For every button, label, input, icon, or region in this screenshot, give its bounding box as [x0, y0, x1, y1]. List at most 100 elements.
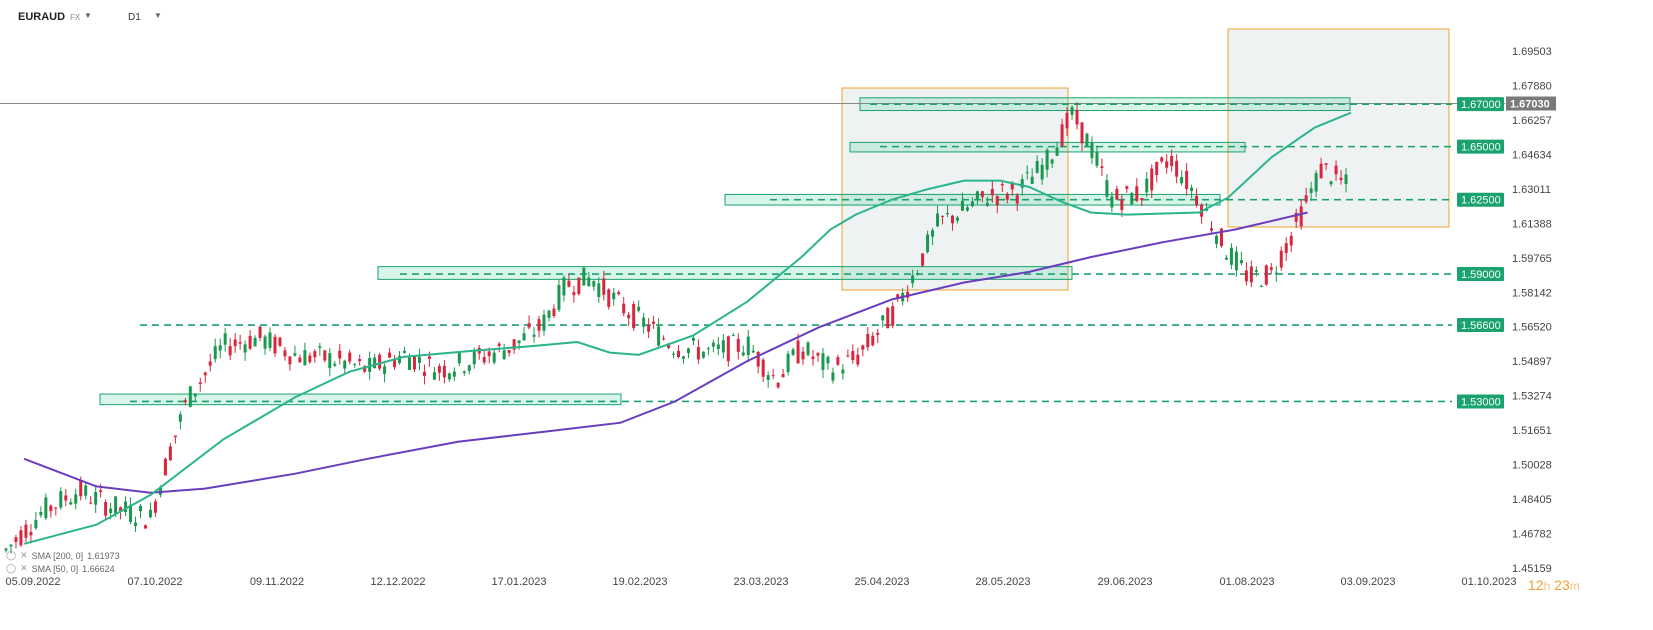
candle-body: [1050, 159, 1054, 164]
candle-body: [711, 342, 715, 347]
candle-body: [497, 343, 501, 346]
candle-body: [647, 324, 651, 332]
eye-icon[interactable]: ◯: [6, 550, 17, 560]
candle-body: [781, 374, 785, 378]
close-icon[interactable]: ✕: [20, 550, 28, 560]
candle-body: [1115, 188, 1119, 200]
candle-body: [776, 382, 780, 388]
candle-body: [1190, 187, 1194, 192]
x-tick-label: 25.04.2023: [854, 576, 909, 588]
candle-body: [881, 315, 885, 321]
candle-body: [437, 366, 441, 373]
candle-body: [965, 207, 969, 211]
chevron-down-icon[interactable]: ▼: [154, 11, 162, 20]
candle-body: [84, 485, 88, 496]
chevron-down-icon[interactable]: ▼: [84, 11, 92, 20]
candle-body: [990, 189, 994, 196]
candle-body: [1234, 251, 1238, 271]
candle-body: [642, 317, 646, 327]
candle-body: [173, 435, 177, 438]
candle-body: [1165, 161, 1169, 168]
candle-body: [462, 371, 466, 374]
candle-body: [1195, 195, 1199, 206]
candle-body: [836, 357, 840, 365]
y-tick-label: 1.51651: [1512, 425, 1552, 437]
candle-body: [368, 357, 372, 372]
candle-body: [1120, 199, 1124, 211]
candle-body: [1010, 182, 1014, 190]
candle-body: [1185, 170, 1189, 190]
candle-body: [612, 292, 616, 300]
candle-body: [607, 289, 611, 307]
candle-body: [153, 501, 157, 513]
candle-body: [726, 336, 730, 362]
candle-body: [393, 359, 397, 368]
candle-body: [911, 275, 915, 284]
candle-body: [188, 386, 192, 407]
candle-body: [941, 215, 945, 217]
last-price-label: 1.67030: [1510, 99, 1550, 111]
candle-body: [1170, 156, 1174, 167]
timeframe-selector[interactable]: D1: [128, 12, 141, 23]
candle-body: [293, 353, 297, 356]
candle-body: [343, 360, 347, 369]
candle-body: [592, 280, 596, 287]
candle-body: [1319, 163, 1323, 179]
candle-body: [955, 217, 959, 221]
candle-body: [168, 446, 172, 461]
candle-body: [950, 215, 954, 224]
candle-body: [19, 530, 23, 546]
candle-body: [1215, 235, 1218, 244]
candle-body: [931, 230, 935, 237]
candle-body: [756, 351, 760, 367]
candle-body: [403, 350, 407, 353]
candle-body: [487, 351, 491, 357]
candle-body: [587, 277, 591, 286]
candle-body: [1135, 186, 1139, 201]
candle-body: [258, 326, 262, 338]
candle-body: [273, 336, 277, 354]
symbol-label[interactable]: EURAUD: [18, 11, 66, 23]
y-tick-label: 1.48405: [1512, 494, 1552, 506]
candle-body: [1040, 164, 1044, 180]
x-tick-label: 01.10.2023: [1461, 576, 1516, 588]
candle-body: [1025, 172, 1029, 174]
candle-body: [1239, 260, 1243, 264]
candle-body: [1314, 173, 1318, 192]
candle-body: [183, 400, 187, 403]
indicator-label: SMA [50, 0]: [31, 563, 79, 574]
candle-body: [716, 344, 720, 349]
candle-body: [657, 326, 661, 346]
indicator-value: 1.66624: [82, 563, 115, 574]
candle-body: [662, 338, 666, 340]
candle-body: [677, 350, 680, 357]
candle-body: [1254, 270, 1258, 272]
sma50-line: [23, 111, 1352, 545]
candle-body: [99, 490, 103, 492]
candle-body: [696, 347, 700, 360]
candle-body: [512, 339, 516, 350]
candle-countdown: 12h 23m: [1528, 577, 1580, 593]
candle-body: [557, 285, 561, 310]
x-tick-label: 23.03.2023: [733, 576, 788, 588]
candle-body: [921, 253, 925, 266]
candle-body: [1070, 107, 1074, 115]
eye-icon[interactable]: ◯: [6, 563, 17, 573]
candle-body: [243, 344, 247, 353]
candle-body: [572, 292, 576, 296]
last-price-tag: [1506, 96, 1556, 111]
candle-body: [203, 372, 207, 376]
candle-body: [856, 354, 860, 365]
candle-body: [218, 345, 222, 351]
candle-body: [522, 333, 526, 341]
candle-body: [841, 369, 845, 374]
candle-body: [706, 348, 710, 350]
candle-body: [791, 349, 795, 355]
candle-body: [891, 306, 895, 326]
candle-body: [278, 337, 282, 346]
candle-body: [1100, 166, 1104, 169]
candle-body: [1085, 133, 1089, 147]
close-icon[interactable]: ✕: [20, 563, 28, 573]
x-tick-label: 17.01.2023: [491, 576, 546, 588]
